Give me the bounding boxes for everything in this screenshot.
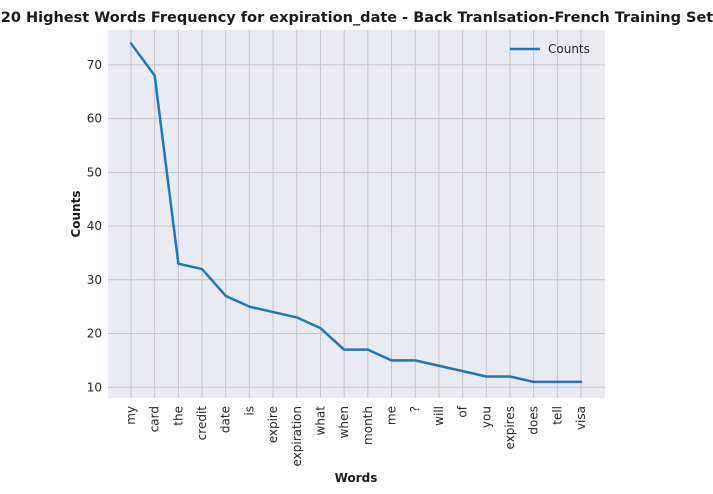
x-axis-label: Words — [335, 471, 378, 485]
x-tick-label: the — [171, 406, 185, 426]
x-tick-label: when — [337, 406, 351, 438]
chart-title: 20 Highest Words Frequency for expiratio… — [1, 10, 713, 26]
x-tick-label: credit — [195, 406, 209, 441]
x-tick-label: month — [361, 406, 375, 445]
y-tick-label: 40 — [87, 219, 102, 233]
x-tick-label: me — [385, 406, 399, 425]
y-tick-label: 60 — [87, 112, 102, 126]
legend-label-counts: Counts — [548, 42, 590, 56]
legend: Counts — [510, 42, 590, 56]
x-tick-label: is — [242, 406, 256, 416]
x-tick-label: will — [432, 406, 446, 426]
x-tick-label: ? — [408, 406, 422, 412]
x-tick-label: date — [219, 406, 233, 433]
x-tick-label: of — [456, 405, 470, 417]
x-tick-label: expire — [266, 406, 280, 443]
series-layer — [129, 42, 583, 384]
grid — [108, 30, 605, 398]
x-tick-label: expiration — [290, 406, 304, 467]
x-tick-label: does — [527, 406, 541, 435]
x-tick-label: card — [148, 406, 162, 432]
x-tick-label: my — [124, 406, 138, 425]
y-axis-label: Counts — [69, 190, 83, 237]
x-tick-label: visa — [574, 406, 588, 430]
y-tick-label: 50 — [87, 165, 102, 179]
x-axis-ticks: my card the credit date is expire expiration wha… — [124, 405, 588, 466]
y-tick-label: 20 — [87, 327, 102, 341]
plot-area — [108, 30, 605, 398]
y-tick-label: 10 — [87, 380, 102, 394]
x-tick-label: you — [479, 406, 493, 428]
y-tick-label: 70 — [87, 58, 102, 72]
series-line-counts — [129, 42, 583, 384]
x-tick-label: tell — [550, 406, 564, 425]
y-axis-ticks: 10 20 30 40 50 60 70 — [87, 58, 102, 394]
x-tick-label: expires — [503, 406, 517, 450]
x-tick-label: what — [313, 406, 327, 436]
y-tick-label: 30 — [87, 273, 102, 287]
